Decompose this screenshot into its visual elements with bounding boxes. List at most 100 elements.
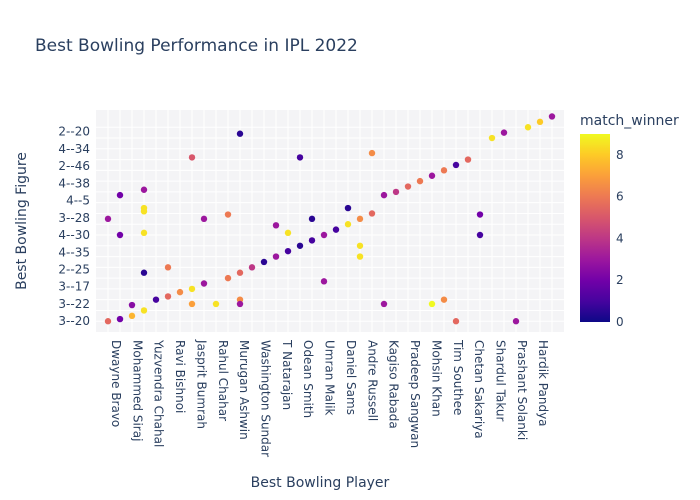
data-point[interactable] (464, 156, 472, 163)
x-tick-label: Hardik Pandya (536, 340, 550, 427)
data-point[interactable] (452, 318, 460, 325)
x-tick-label: Tim Southee (451, 339, 465, 415)
data-point[interactable] (164, 293, 172, 300)
data-point[interactable] (236, 300, 244, 308)
data-point[interactable] (320, 278, 328, 285)
data-point[interactable] (344, 204, 352, 212)
data-point[interactable] (380, 300, 388, 308)
data-point[interactable] (440, 296, 448, 303)
y-axis-ticks: 3--20 3--22 3--17 2--25 4--35 4--30 3--28 4--5 4… (58, 125, 90, 329)
x-tick-label: Dwayne Bravo (109, 340, 123, 427)
data-point[interactable] (404, 183, 412, 190)
data-point[interactable] (128, 312, 136, 320)
data-point[interactable] (428, 300, 436, 308)
colorbar-tick-label: 6 (616, 190, 624, 204)
data-point[interactable] (272, 222, 280, 229)
data-point[interactable] (548, 113, 556, 120)
data-point[interactable] (380, 191, 388, 199)
data-point[interactable] (200, 215, 208, 223)
data-point[interactable] (368, 210, 376, 217)
data-point[interactable] (176, 288, 184, 296)
data-point[interactable] (536, 118, 544, 126)
data-point[interactable] (236, 269, 244, 276)
y-tick-label: 4--38 (58, 176, 90, 190)
data-point[interactable] (308, 215, 316, 223)
data-point[interactable] (320, 231, 328, 239)
y-tick-label: 4--5 (66, 194, 90, 208)
data-point[interactable] (248, 264, 256, 271)
x-tick-label: Yuzvendra Chahal (152, 339, 166, 447)
plot-area (96, 110, 564, 332)
data-point[interactable] (296, 242, 304, 249)
y-axis-title: Best Bowling Figure (14, 152, 30, 290)
data-point[interactable] (284, 247, 292, 255)
data-point[interactable] (116, 231, 124, 239)
x-tick-label: Jasprit Bumrah (194, 339, 208, 429)
data-point[interactable] (440, 167, 448, 174)
data-point[interactable] (140, 204, 148, 212)
data-point[interactable] (356, 215, 364, 223)
x-axis-ticks: Dwayne Bravo Mohammed Siraj Yuzvendra Chah… (109, 339, 550, 457)
data-point[interactable] (140, 269, 148, 276)
data-point[interactable] (212, 300, 220, 308)
colorbar (580, 134, 610, 322)
data-point[interactable] (116, 191, 124, 199)
x-tick-label: Prashant Solanki (515, 340, 529, 440)
x-tick-label: Pradeep Sangwan (408, 340, 422, 448)
y-tick-label: 3--28 (58, 211, 90, 225)
data-point[interactable] (512, 318, 520, 325)
data-point[interactable] (260, 258, 268, 266)
colorbar-tick-label: 2 (616, 273, 624, 287)
data-point[interactable] (152, 296, 160, 303)
data-point[interactable] (140, 229, 148, 237)
data-point[interactable] (188, 285, 196, 293)
data-point[interactable] (188, 154, 196, 161)
data-point[interactable] (488, 134, 496, 142)
y-tick-label: 2--20 (58, 125, 90, 139)
y-tick-label: 4--30 (58, 228, 90, 242)
data-point[interactable] (236, 130, 244, 137)
data-point[interactable] (416, 177, 424, 185)
data-point[interactable] (284, 229, 292, 237)
x-tick-label: Ravi Bishnoi (173, 340, 187, 413)
y-tick-label: 3--22 (58, 297, 90, 311)
data-point[interactable] (224, 211, 232, 218)
data-point[interactable] (116, 315, 124, 323)
data-point[interactable] (500, 129, 508, 136)
data-point[interactable] (344, 221, 352, 228)
data-point[interactable] (104, 318, 112, 325)
y-tick-label: 4--35 (58, 245, 90, 259)
data-point[interactable] (140, 186, 148, 193)
data-point[interactable] (188, 300, 196, 308)
data-point[interactable] (332, 226, 340, 233)
data-point[interactable] (356, 242, 364, 249)
x-tick-label: Odean Smith (301, 340, 315, 418)
data-point[interactable] (476, 231, 484, 239)
chart-title: Best Bowling Performance in IPL 2022 (35, 36, 358, 56)
x-tick-label: Umran Malik (323, 340, 337, 416)
data-point[interactable] (452, 161, 460, 169)
x-tick-label: Shardul Takur (493, 340, 507, 422)
data-point[interactable] (476, 211, 484, 218)
data-point[interactable] (356, 253, 364, 260)
data-point[interactable] (308, 237, 316, 244)
data-point[interactable] (140, 307, 148, 314)
x-tick-label: Chetan Sakariya (472, 340, 486, 439)
data-point[interactable] (296, 154, 304, 161)
data-point[interactable] (272, 253, 280, 260)
y-tick-label: 2--25 (58, 262, 90, 276)
data-point[interactable] (104, 215, 112, 223)
data-point[interactable] (368, 149, 376, 157)
data-point[interactable] (392, 188, 400, 196)
data-point[interactable] (524, 124, 532, 131)
colorbar-title: match_winner (580, 113, 679, 129)
data-point[interactable] (128, 301, 136, 309)
x-axis-title: Best Bowling Player (251, 475, 390, 491)
gridlines (96, 110, 564, 332)
data-point[interactable] (224, 274, 232, 282)
data-point[interactable] (200, 280, 208, 287)
data-point[interactable] (164, 264, 172, 271)
data-point[interactable] (428, 172, 436, 179)
colorbar-ticks: 0 2 4 6 8 (616, 148, 624, 329)
